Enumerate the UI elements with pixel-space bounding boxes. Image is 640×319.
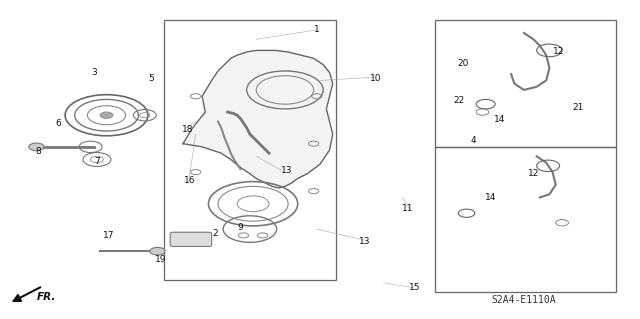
Text: 3: 3	[91, 68, 97, 77]
Circle shape	[100, 112, 113, 118]
Text: S2A4-E1110A: S2A4-E1110A	[492, 295, 556, 305]
Text: 13: 13	[359, 237, 371, 246]
Text: 7: 7	[94, 157, 100, 166]
Text: 9: 9	[237, 223, 243, 232]
Text: 21: 21	[572, 103, 584, 112]
Text: 5: 5	[148, 74, 154, 83]
Text: 16: 16	[184, 175, 195, 185]
Text: 19: 19	[155, 255, 166, 263]
Text: 1: 1	[314, 25, 320, 34]
Text: 4: 4	[470, 136, 476, 145]
Text: 12: 12	[528, 169, 539, 178]
Text: 12: 12	[553, 48, 564, 56]
Text: FR.: FR.	[36, 292, 56, 302]
Text: 8: 8	[35, 147, 41, 156]
Text: 2: 2	[212, 229, 218, 238]
Text: 13: 13	[280, 166, 292, 175]
Text: 14: 14	[485, 193, 497, 202]
Text: 6: 6	[56, 119, 61, 128]
Polygon shape	[183, 50, 333, 188]
Text: 17: 17	[102, 231, 114, 240]
Text: 14: 14	[494, 115, 506, 124]
Text: 15: 15	[408, 283, 420, 292]
Circle shape	[29, 143, 44, 151]
Circle shape	[150, 248, 165, 255]
Text: 22: 22	[453, 97, 465, 106]
Text: 11: 11	[402, 204, 413, 213]
FancyBboxPatch shape	[170, 232, 212, 247]
Text: 10: 10	[371, 74, 382, 83]
Text: 20: 20	[458, 59, 469, 68]
Text: 18: 18	[182, 125, 193, 134]
